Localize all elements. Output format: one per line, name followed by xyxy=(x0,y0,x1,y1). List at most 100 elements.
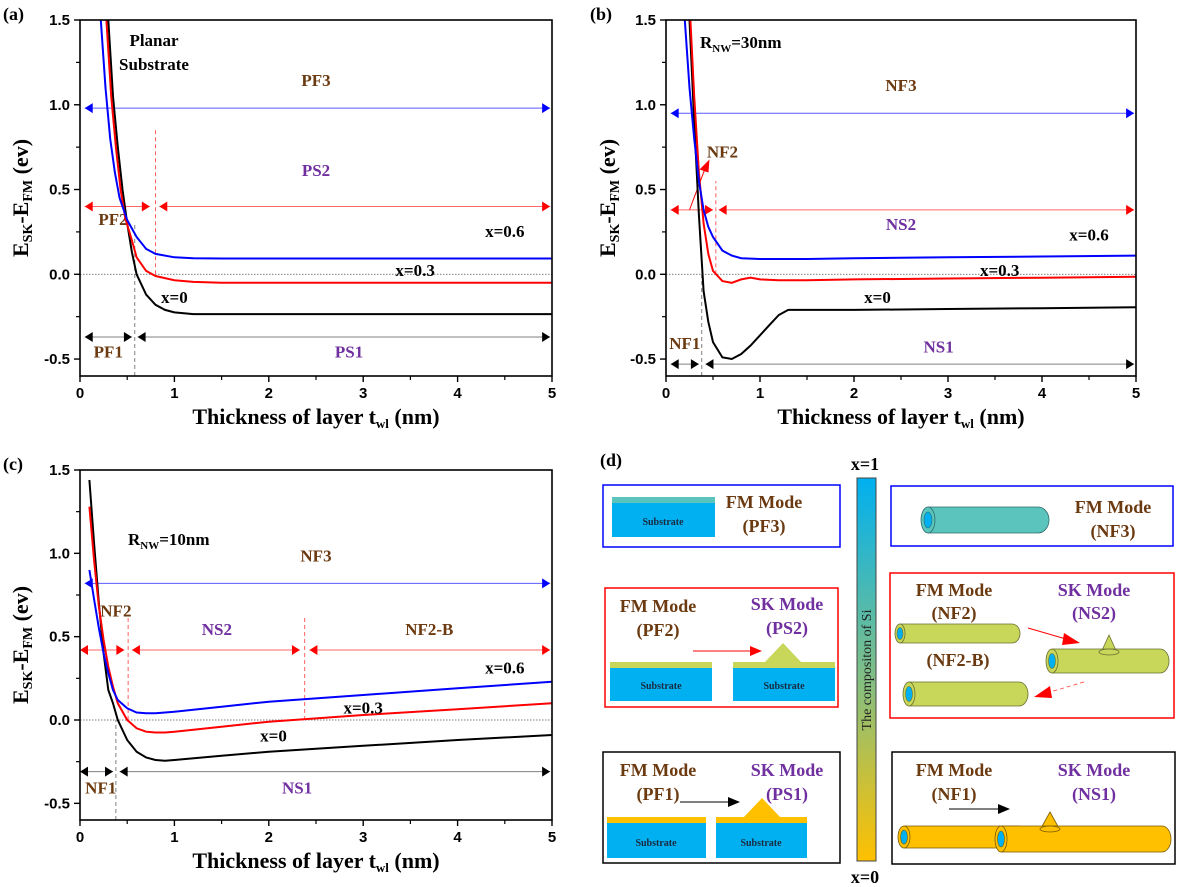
nanowire-icon xyxy=(894,623,1021,644)
y-tick-label: 0.5 xyxy=(49,182,70,199)
series-label: x=0 xyxy=(864,288,891,307)
region-label-pf2: PF2 xyxy=(98,210,127,229)
title-annotation-line2: Substrate xyxy=(119,55,189,74)
x-tick-label: 3 xyxy=(359,385,367,402)
region-label-ps2: PS2 xyxy=(302,161,330,180)
y-tick-label: -0.5 xyxy=(630,351,656,368)
mode-title: SK Mode xyxy=(1058,760,1131,780)
arrowhead-icon xyxy=(123,332,132,343)
y-tick-label: 0.0 xyxy=(49,266,70,283)
mode-title: FM Mode xyxy=(620,596,696,616)
arrowhead-icon xyxy=(137,332,146,343)
arrowhead-icon xyxy=(131,645,140,655)
arrowhead-icon xyxy=(159,201,168,212)
arrowhead-icon xyxy=(670,108,679,119)
x-tick-label: 2 xyxy=(265,385,273,402)
arrowhead-icon xyxy=(699,159,710,173)
arrowhead-icon xyxy=(80,645,88,655)
substrate-block xyxy=(612,503,715,537)
y-tick-label: 1.5 xyxy=(635,12,656,29)
x-axis-label: Thickness of layer twl (nm) xyxy=(192,404,439,431)
arrowhead-icon xyxy=(309,645,318,655)
region-label-ps1: PS1 xyxy=(335,342,363,361)
series-line-x-0-6 xyxy=(683,20,1136,260)
arrowhead-icon xyxy=(291,645,300,655)
mode-code: (PS2) xyxy=(766,618,808,639)
arrowhead-icon xyxy=(542,103,551,114)
arrowhead-icon xyxy=(80,766,88,777)
chart-panel-a: (a) PF3 PF2 PS2 PF1 PS1 x=0 x=0.3 x=0.6 0 1 2 3 4 5 -0.… xyxy=(3,4,556,431)
y-tick-label: 1.5 xyxy=(49,12,70,29)
x-tick-label: 3 xyxy=(359,829,367,846)
island-icon xyxy=(744,798,780,817)
x-tick-label: 0 xyxy=(662,385,670,402)
x-tick-label: 1 xyxy=(756,385,764,402)
arrow-icon xyxy=(1062,633,1080,645)
x-tick-label: 2 xyxy=(265,829,273,846)
region-label-nf1: NF1 xyxy=(669,334,700,353)
chart-panel-c: (c) NF3 NF2 NS2 NF2-B NF1 NS1 x=0 x=0.3 x=0.6 0 1 2 3… xyxy=(3,454,556,875)
y-axis-label: ESK-EFM (ev) xyxy=(595,139,623,257)
mode-title: FM Mode xyxy=(726,492,802,512)
series-line-x-0-6 xyxy=(88,569,552,715)
colorbar-caption: The compositon of Si xyxy=(860,609,875,730)
arrowhead-icon xyxy=(119,766,128,777)
arrowhead-icon xyxy=(116,645,125,655)
series-label: x=0.6 xyxy=(1069,225,1108,244)
series-label: x=0 xyxy=(161,288,188,307)
panel-label-c: (c) xyxy=(3,454,23,475)
mode-title: SK Mode xyxy=(1058,580,1131,600)
mode-code: (NS1) xyxy=(1072,784,1116,805)
plot-frame xyxy=(79,469,553,821)
arrowhead-icon xyxy=(84,103,93,114)
region-label-nf2: NF2 xyxy=(100,602,131,621)
mode-title: FM Mode xyxy=(916,580,992,600)
arrow-icon xyxy=(728,797,740,807)
arrowhead-icon xyxy=(1126,359,1135,370)
mode-code: (NF2) xyxy=(932,603,977,624)
panel-label-d: (d) xyxy=(600,450,622,471)
region-label-nf1: NF1 xyxy=(85,778,116,797)
box-pf2-ps2: FM Mode (PF2) SK Mode (PS2) Substrate Su… xyxy=(604,587,839,708)
y-tick-label: 1.0 xyxy=(49,545,70,562)
arrowhead-icon xyxy=(670,204,679,215)
x-tick-label: 4 xyxy=(453,829,462,846)
region-label-nf3: NF3 xyxy=(300,547,331,566)
plot-frame xyxy=(665,19,1137,377)
title-annotation-line1: Planar xyxy=(129,31,179,50)
region-label-nf2: NF2 xyxy=(707,142,738,161)
substrate-label: Substrate xyxy=(763,681,805,692)
series-label: x=0.6 xyxy=(485,658,524,677)
panel-label-b: (b) xyxy=(590,4,612,25)
substrate-label: Substrate xyxy=(740,838,782,849)
arrowhead-icon xyxy=(84,201,93,212)
arrowhead-icon xyxy=(705,204,713,215)
substrate-label: Substrate xyxy=(642,517,684,528)
region-label-ns1: NS1 xyxy=(923,337,953,356)
y-tick-label: 1.5 xyxy=(49,462,70,479)
x-axis-label: Thickness of layer twl (nm) xyxy=(192,848,439,875)
mode-title: SK Mode xyxy=(751,594,824,614)
y-tick-label: 0.5 xyxy=(635,182,656,199)
arrowhead-icon xyxy=(141,201,150,212)
region-label-ns2: NS2 xyxy=(886,215,916,234)
series-label: x=0 xyxy=(260,727,287,746)
box-nf2-ns2: FM Mode (NF2) SK Mode (NS2) (NF2-B) xyxy=(889,572,1175,719)
colorbar-top-label: x=1 xyxy=(851,454,879,474)
region-label-ns1: NS1 xyxy=(282,778,312,797)
y-tick-label: 0.0 xyxy=(49,712,70,729)
arrow-icon xyxy=(1034,686,1052,698)
radius-annotation: RNW=30nm xyxy=(700,33,782,55)
mode-title: FM Mode xyxy=(1075,497,1151,517)
series-line-x-0-6 xyxy=(99,20,552,260)
series-line-x-0 xyxy=(107,20,552,316)
region-label-pf3: PF3 xyxy=(301,71,330,90)
series-label: x=0.3 xyxy=(980,261,1019,280)
mode-code: (PF1) xyxy=(637,784,680,805)
substrate-label: Substrate xyxy=(640,681,682,692)
arrowhead-icon xyxy=(542,645,551,655)
y-tick-label: -0.5 xyxy=(44,795,70,812)
region-label-ns2: NS2 xyxy=(202,620,232,639)
y-tick-label: 1.0 xyxy=(49,97,70,114)
